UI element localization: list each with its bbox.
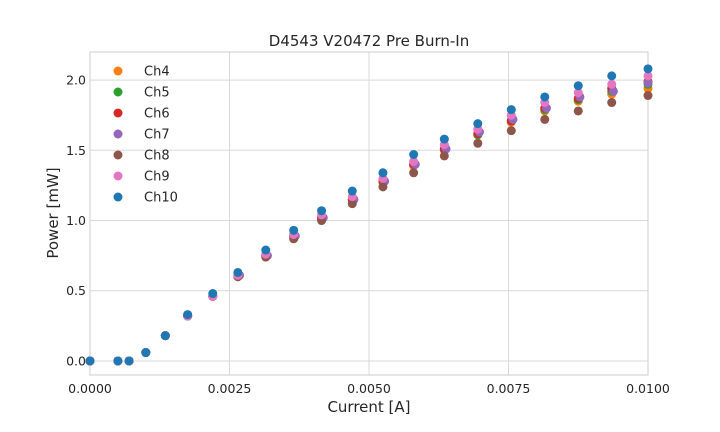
legend-marker [113,150,123,160]
data-point [347,199,357,209]
data-point [473,119,483,129]
data-point [607,79,617,89]
x-axis-label: Current [A] [327,398,410,416]
data-points [85,64,653,366]
legend-item-ch10: Ch10 [113,191,178,206]
data-point [473,138,483,148]
legend-item-ch5: Ch5 [113,86,170,101]
data-point [607,98,617,108]
legend-label: Ch5 [144,86,170,101]
legend-marker [113,87,123,97]
data-point [573,88,583,98]
data-point [347,186,357,196]
x-tick-label: 0.0100 [626,381,670,396]
legend-marker [113,171,123,181]
data-point [439,134,449,144]
x-tick-label: 0.0050 [347,381,391,396]
y-axis-label: Power [mW] [44,167,62,258]
data-point [378,182,388,192]
data-point [160,331,170,341]
legend-item-ch6: Ch6 [113,107,170,122]
tick-labels: 0.0000 0.0025 0.0050 0.0075 0.0100 0.0 0.5 1.0 1… [66,73,670,396]
data-point [573,81,583,91]
legend-label: Ch8 [144,149,170,164]
y-tick-label: 0.0 [66,353,86,368]
legend-marker [113,66,123,76]
data-point [643,71,653,81]
legend-item-ch9: Ch9 [113,170,170,185]
legend-label: Ch7 [144,128,170,143]
data-point [317,206,327,216]
y-tick-label: 0.5 [66,283,86,298]
data-point [540,114,550,124]
data-point [85,356,95,366]
data-point [608,86,618,96]
y-tick-label: 1.5 [66,143,86,158]
legend-label: Ch10 [144,191,178,206]
data-point [643,64,653,74]
data-point [506,105,516,115]
data-point [208,289,218,299]
data-point [409,150,419,160]
y-tick-label: 2.0 [66,73,86,88]
legend-marker [113,129,123,139]
legend-label: Ch4 [144,65,170,80]
data-point [233,267,243,277]
y-tick-label: 1.0 [66,213,86,228]
legend-item-ch8: Ch8 [113,149,170,164]
x-tick-label: 0.0075 [487,381,531,396]
data-point [409,157,419,167]
data-point [643,91,653,101]
x-tick-label: 0.0000 [68,381,112,396]
data-point [113,356,123,366]
data-point [124,356,134,366]
data-point [261,245,271,255]
data-point [378,168,388,178]
data-point [439,151,449,161]
data-point [506,126,516,136]
data-point [141,348,151,358]
data-point [540,92,550,102]
legend: Ch4 Ch5 Ch6 Ch7 Ch8 Ch9 Ch10 [113,65,178,206]
data-point [289,225,299,235]
legend-item-ch7: Ch7 [113,128,170,143]
data-point [643,78,653,88]
x-tick-label: 0.0025 [208,381,252,396]
legend-marker [113,192,123,202]
data-point [573,106,583,116]
series-ch10 [85,64,653,366]
legend-item-ch4: Ch4 [113,65,170,80]
data-point [607,71,617,81]
plot-frame [89,51,649,376]
data-point [409,168,419,178]
legend-label: Ch9 [144,170,170,185]
data-point [183,310,193,320]
legend-label: Ch6 [144,107,170,122]
legend-marker [113,108,123,118]
chart-title: D4543 V20472 Pre Burn-In [269,32,469,50]
